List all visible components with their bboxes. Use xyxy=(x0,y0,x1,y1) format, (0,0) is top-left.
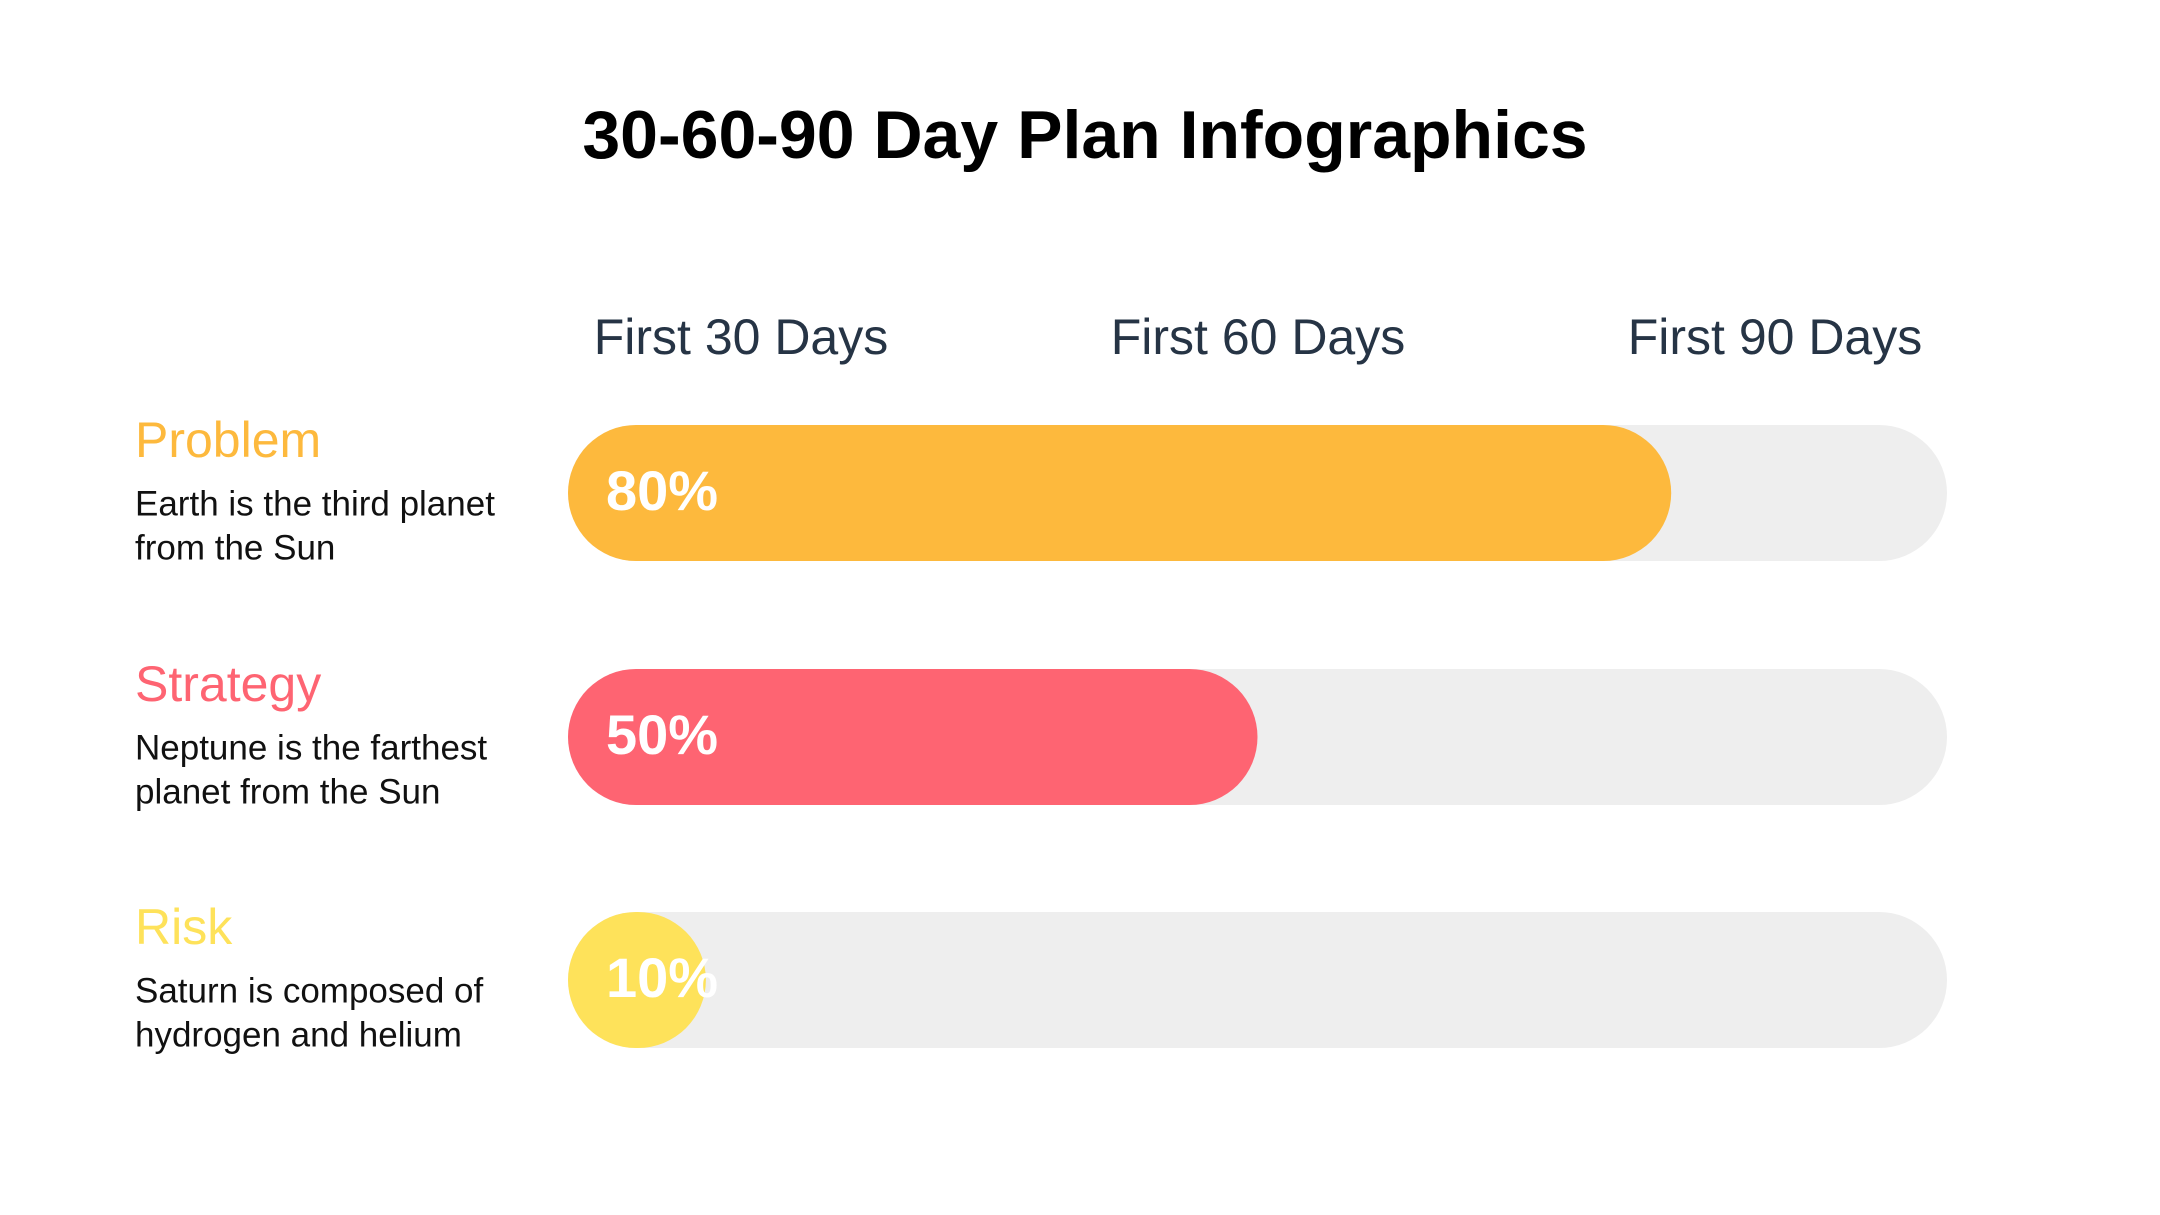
description: Saturn is composed of xyxy=(135,971,484,1010)
category-label: Risk xyxy=(135,899,233,955)
bar-track xyxy=(568,912,1947,1048)
chart-title: 30-60-90 Day Plan Infographics xyxy=(582,97,1587,173)
description: from the Sun xyxy=(135,528,335,567)
column-header: First 90 Days xyxy=(1628,309,1923,365)
value-label: 50% xyxy=(606,703,718,766)
column-header: First 30 Days xyxy=(594,309,889,365)
bar xyxy=(568,425,1672,561)
bar xyxy=(568,669,1258,805)
category-label: Strategy xyxy=(135,656,321,712)
value-label: 10% xyxy=(606,946,718,1009)
value-label: 80% xyxy=(606,459,718,522)
category-label: Problem xyxy=(135,412,321,468)
column-header: First 60 Days xyxy=(1111,309,1406,365)
description: Earth is the third planet xyxy=(135,484,495,523)
bar xyxy=(568,912,706,1048)
description: planet from the Sun xyxy=(135,772,440,811)
description: Neptune is the farthest xyxy=(135,728,487,767)
description: hydrogen and helium xyxy=(135,1015,462,1054)
